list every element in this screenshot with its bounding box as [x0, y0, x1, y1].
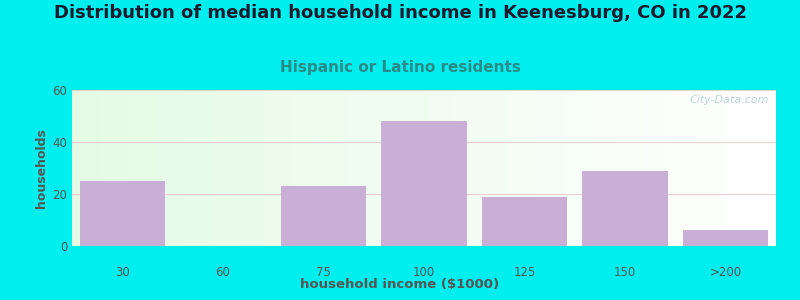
- Text: 125: 125: [514, 266, 536, 278]
- Text: >200: >200: [710, 266, 742, 278]
- Text: 150: 150: [614, 266, 636, 278]
- Bar: [683, 230, 769, 246]
- Text: 100: 100: [413, 266, 435, 278]
- Bar: [482, 196, 567, 246]
- Bar: [582, 171, 668, 246]
- Text: 60: 60: [215, 266, 230, 278]
- Text: household income ($1000): household income ($1000): [301, 278, 499, 291]
- Bar: [79, 181, 165, 246]
- Text: City-Data.com: City-Data.com: [690, 95, 769, 105]
- Text: Hispanic or Latino residents: Hispanic or Latino residents: [279, 60, 521, 75]
- Text: Distribution of median household income in Keenesburg, CO in 2022: Distribution of median household income …: [54, 4, 746, 22]
- Bar: [281, 186, 366, 246]
- Bar: [382, 121, 466, 246]
- Text: 75: 75: [316, 266, 331, 278]
- Text: 30: 30: [115, 266, 130, 278]
- Y-axis label: households: households: [35, 128, 48, 208]
